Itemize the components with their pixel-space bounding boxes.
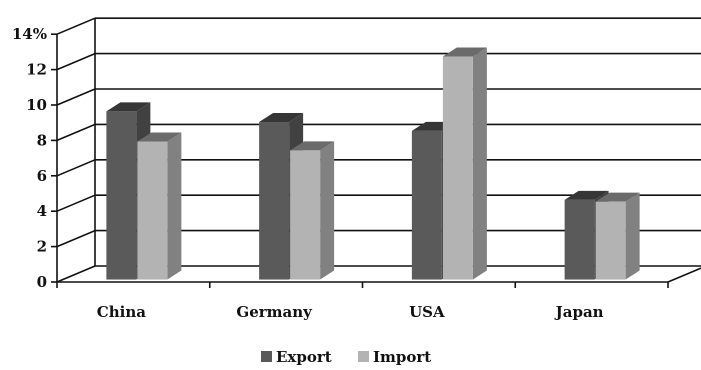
x-tick-label: USA [409,303,445,321]
bar-import [290,150,321,280]
gridline-depth [56,229,96,248]
bar-top [259,113,304,123]
y-tick-label: 14% [12,25,47,43]
bar-top [106,102,151,112]
floor-right-edge [667,267,701,283]
y-tick-label: 8 [37,131,47,149]
bar-import [595,201,626,280]
legend-label: Export [276,348,332,366]
y-tick-label: 6 [37,167,47,185]
bar-export [564,199,595,280]
gridline-depth [56,17,96,35]
gridline-depth [56,123,96,142]
x-tick-label: China [97,303,146,321]
gridline-depth [56,265,96,283]
bar-import [137,141,168,280]
y-tick-label: 0 [37,273,47,291]
legend-label: Import [373,348,431,366]
bar-top [442,47,487,57]
bar-export [259,122,290,280]
y-tick-labels: 0 2 4 6 8 10 12 14% [12,25,47,291]
bar-import [442,56,473,280]
axes [51,18,701,288]
bars [106,47,640,280]
y-tick-label: 12 [26,61,47,79]
bar-side [167,132,182,280]
bar-export [106,111,137,280]
legend-swatch [358,351,369,362]
bar-top [564,190,609,200]
x-tick-label: Germany [236,303,313,321]
bar-top [595,192,640,202]
legend-swatch [261,351,272,362]
y-tick-label: 2 [37,238,47,256]
legend: Export Import [261,348,431,366]
bar-side [625,192,640,280]
bar-side [472,47,487,280]
y-tick-label: 10 [26,96,47,114]
gridline-depth [56,159,96,177]
gridlines [56,17,701,283]
x-tick-labels: China Germany USA Japan [97,303,604,321]
gridline-depth [56,88,96,106]
bar-export [411,130,442,280]
bar-top [137,132,182,142]
gridline-depth [56,194,96,212]
y-tick-label: 4 [37,202,47,220]
gridline-depth [56,52,96,71]
x-tick-label: Japan [554,303,604,321]
bar-side [320,141,335,280]
bar-top [290,141,335,151]
